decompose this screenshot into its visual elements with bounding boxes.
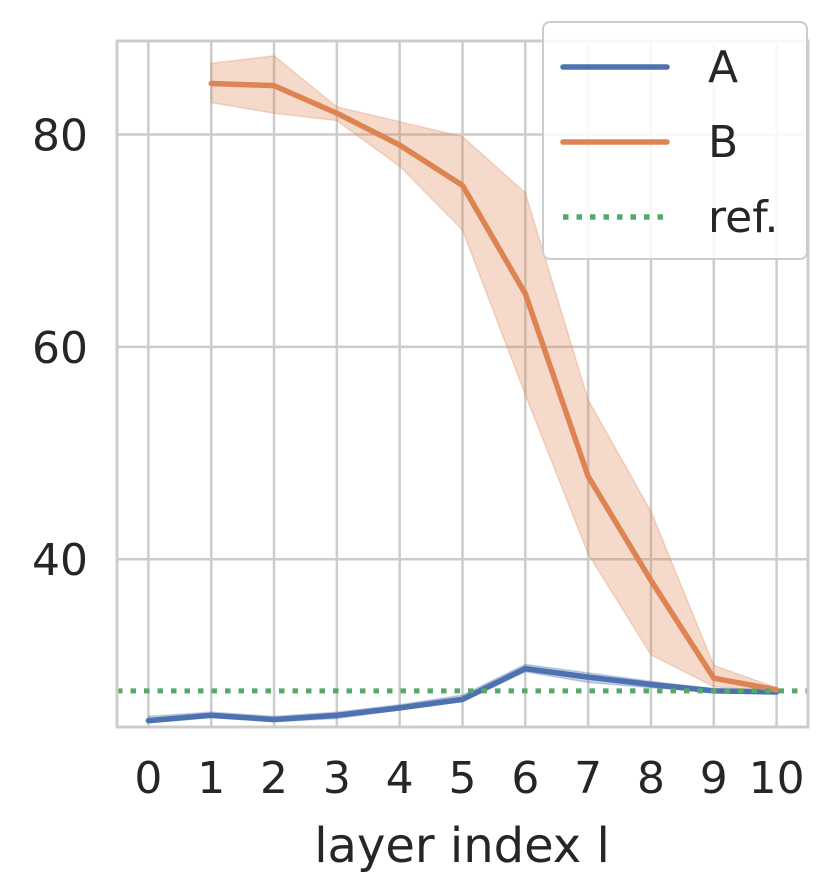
series-line-A: [145, 665, 780, 724]
x-tick-label-2: 2: [260, 753, 288, 804]
x-tick-label-10: 10: [749, 753, 805, 804]
y-tick-label-80: 80: [32, 110, 88, 161]
x-tick-label-4: 4: [386, 753, 414, 804]
x-tick-label-9: 9: [700, 753, 728, 804]
y-tick-labels: 40 60 80: [32, 110, 88, 586]
x-tick-label-7: 7: [574, 753, 602, 804]
series-lines: [117, 80, 808, 724]
legend-box: [542, 21, 808, 260]
x-tick-label-0: 0: [134, 753, 162, 804]
legend-label-A: A: [708, 42, 738, 93]
x-tick-label-6: 6: [511, 753, 539, 804]
legend-label-ref.: ref.: [708, 192, 778, 243]
y-tick-label-40: 40: [32, 535, 88, 586]
x-tick-label-1: 1: [197, 753, 225, 804]
x-tick-label-5: 5: [449, 753, 477, 804]
plot-frame: [115, 39, 810, 729]
legend-label-B: B: [708, 117, 738, 168]
x-axis-label: layer index l: [314, 818, 610, 874]
series-line-B: [208, 80, 780, 693]
y-tick-label-60: 60: [32, 323, 88, 374]
x-tick-labels: 0 1 2 3 4 5 6 7 8 9 10: [134, 753, 804, 804]
x-tick-label-3: 3: [323, 753, 351, 804]
x-tick-label-8: 8: [637, 753, 665, 804]
